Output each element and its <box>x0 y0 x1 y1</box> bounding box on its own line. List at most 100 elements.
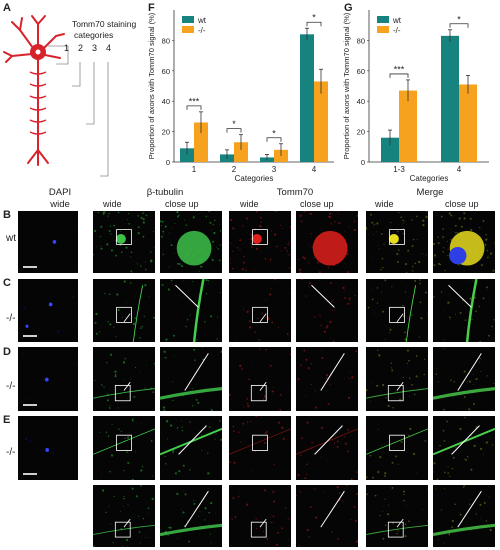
speckle <box>284 246 287 249</box>
speckle <box>167 288 170 291</box>
speckle <box>480 370 482 372</box>
speckle <box>451 467 454 470</box>
speckle <box>286 250 288 252</box>
arrow <box>184 353 209 391</box>
speckle <box>211 240 215 243</box>
speckle <box>187 318 189 321</box>
speckle <box>263 489 267 492</box>
speckle <box>422 533 424 535</box>
speckle <box>161 235 163 238</box>
micrograph-b-btub-wide <box>93 211 155 273</box>
speckle <box>384 524 387 527</box>
speckle <box>409 427 412 431</box>
speckle <box>309 212 312 215</box>
speckle <box>181 296 183 298</box>
speckle <box>406 349 410 352</box>
speckle <box>174 355 175 357</box>
speckle <box>346 485 348 487</box>
speckle <box>455 313 457 315</box>
significance-bracket <box>226 128 242 133</box>
speckle <box>418 454 419 455</box>
speckle <box>100 225 103 228</box>
speckle <box>109 323 112 326</box>
speckle <box>129 282 132 284</box>
speckle <box>176 262 179 265</box>
speckle <box>367 306 370 309</box>
speckle <box>107 215 109 217</box>
speckle <box>331 354 332 356</box>
inset-box <box>250 384 267 402</box>
speckle <box>479 361 481 363</box>
speckle <box>348 297 351 300</box>
speckle <box>437 381 439 383</box>
speckle <box>219 292 221 294</box>
speckle <box>229 219 233 222</box>
speckle <box>208 211 210 213</box>
speckle <box>219 244 221 246</box>
speckle <box>210 409 213 411</box>
speckle <box>488 486 489 488</box>
arrow <box>448 284 472 308</box>
speckle <box>454 224 457 227</box>
arrow <box>175 284 199 308</box>
speckle <box>415 472 417 474</box>
speckle <box>469 297 472 300</box>
speckle <box>367 521 368 523</box>
speckle <box>177 537 179 539</box>
speckle <box>245 267 247 269</box>
arrow <box>396 313 404 323</box>
speckle <box>111 423 113 426</box>
speckle <box>380 268 382 271</box>
speckle <box>480 264 483 267</box>
legend-swatch-wt <box>182 16 194 23</box>
speckle <box>305 358 308 361</box>
speckle <box>216 246 218 248</box>
micrograph-b-tomm-close <box>296 211 358 273</box>
speckle <box>208 283 209 285</box>
speckle <box>454 503 456 506</box>
speckle <box>460 225 463 228</box>
speckle <box>309 506 312 509</box>
legend-swatch-ko <box>377 26 389 33</box>
speckle <box>239 239 242 242</box>
axon <box>160 523 222 537</box>
speckle <box>266 537 269 540</box>
speckle <box>306 421 309 424</box>
speckle <box>198 270 200 272</box>
axon <box>366 428 428 455</box>
speckle <box>232 430 235 433</box>
y-tick-label: 0 <box>361 158 365 167</box>
speckle <box>421 253 423 254</box>
speckle <box>104 292 106 295</box>
speckle <box>378 428 379 430</box>
speckle <box>130 251 133 254</box>
speckle <box>116 359 118 360</box>
speckle <box>172 451 174 454</box>
speckle <box>366 449 368 451</box>
speckle <box>254 502 256 504</box>
speckle <box>349 300 351 302</box>
speckle <box>463 405 465 406</box>
speckle <box>354 519 357 522</box>
speckle <box>493 319 495 321</box>
speckle <box>140 423 142 424</box>
speckle <box>141 325 143 328</box>
speckle <box>404 263 408 266</box>
micrograph-e2-merge-wide <box>366 485 428 547</box>
axon <box>93 388 155 399</box>
speckle <box>142 217 145 221</box>
speckle <box>480 518 481 519</box>
speckle <box>167 438 169 440</box>
speckle <box>135 495 138 498</box>
speckle <box>289 353 291 356</box>
speckle <box>141 433 143 434</box>
speckle <box>412 270 414 272</box>
speckle <box>380 233 383 235</box>
speckle <box>354 294 357 297</box>
speckle <box>470 228 473 232</box>
speckle <box>343 290 345 292</box>
speckle <box>247 404 250 408</box>
speckle <box>22 352 24 354</box>
speckle <box>178 214 180 216</box>
speckle <box>329 366 330 368</box>
